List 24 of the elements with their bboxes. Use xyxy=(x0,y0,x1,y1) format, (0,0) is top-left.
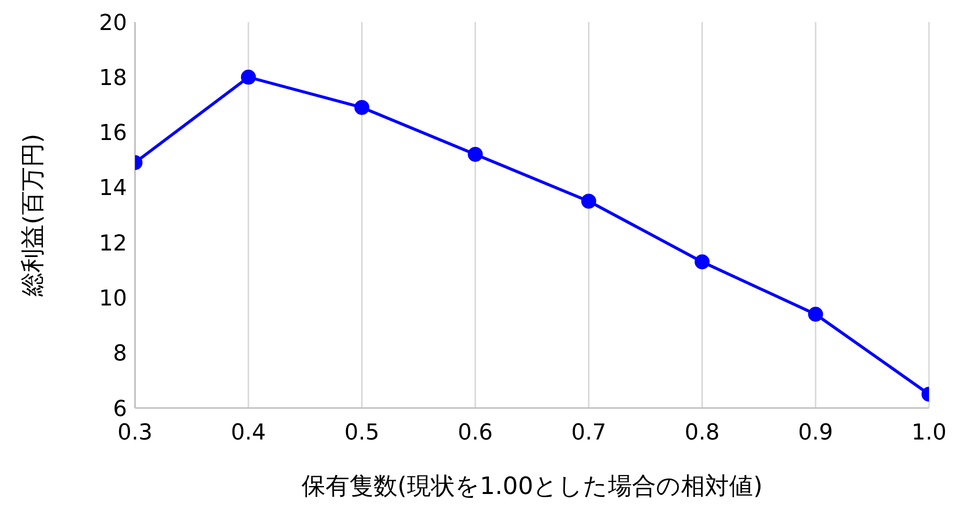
y-tick-label: 12 xyxy=(99,231,127,256)
x-tick-label: 0.6 xyxy=(458,420,493,446)
y-tick-label: 6 xyxy=(113,396,127,422)
x-tick-label: 0.5 xyxy=(344,420,380,446)
x-tick-label: 0.3 xyxy=(118,420,152,446)
y-tick-label: 10 xyxy=(99,286,127,312)
point xyxy=(808,306,824,322)
point xyxy=(468,146,483,162)
y-tick-label: 8 xyxy=(113,342,127,367)
y-tick-label: 14 xyxy=(99,176,127,202)
y-tick-label: 20 xyxy=(99,10,127,36)
point xyxy=(240,70,256,85)
x-tick-label: 0.9 xyxy=(798,420,834,446)
point xyxy=(694,254,710,270)
x-tick-label: 0.7 xyxy=(571,420,606,446)
point xyxy=(354,100,370,115)
x-tick-label: 0.4 xyxy=(230,420,266,446)
x-tick-label: 1.0 xyxy=(912,420,946,446)
y-tick-label: 18 xyxy=(99,66,127,91)
x-tick-label: 0.8 xyxy=(684,420,720,446)
point xyxy=(581,194,596,209)
y-axis-title: 総利益(百万円) xyxy=(18,134,47,298)
y-tick-label: 16 xyxy=(99,121,127,146)
x-axis-title: 保有隻数(現状を1.00とした場合の相対値) xyxy=(301,472,763,500)
